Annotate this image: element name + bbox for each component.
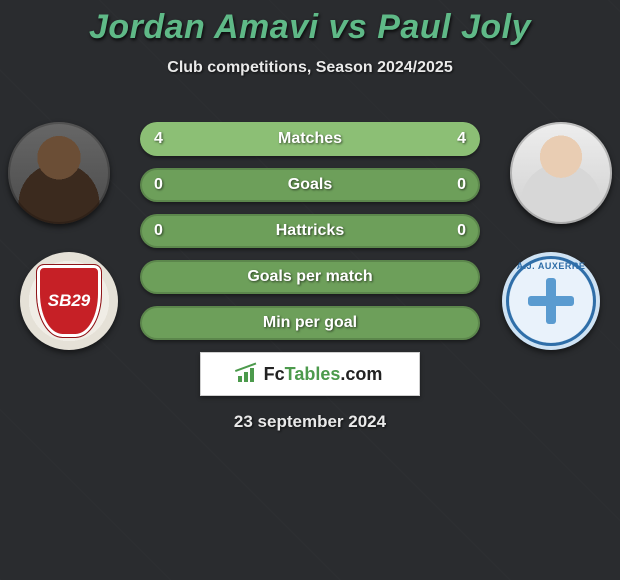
- stat-label: Hattricks: [140, 214, 480, 248]
- stat-label: Goals per match: [140, 260, 480, 294]
- club-left-crest-text: SB29: [48, 291, 91, 311]
- club-right-crest-text: A.J. AUXERRE: [509, 261, 593, 271]
- player-left-avatar: [8, 122, 110, 224]
- stat-row: 44Matches: [140, 122, 480, 156]
- club-left-crest: SB29: [20, 252, 118, 350]
- stat-label: Min per goal: [140, 306, 480, 340]
- stat-label: Matches: [140, 122, 480, 156]
- logo-part-tables: Tables: [285, 364, 341, 384]
- club-left-crest-shield: SB29: [36, 264, 102, 338]
- club-left-crest-bg: SB29: [20, 252, 118, 350]
- stat-row: 00Hattricks: [140, 214, 480, 248]
- page-title: Jordan Amavi vs Paul Joly: [0, 0, 620, 47]
- stat-row: Min per goal: [140, 306, 480, 340]
- logo-part-com: .com: [340, 364, 382, 384]
- club-right-crest: A.J. AUXERRE: [502, 252, 600, 350]
- comparison-date: 23 september 2024: [0, 412, 620, 432]
- fctables-chart-icon: [238, 366, 258, 382]
- stat-row: 00Goals: [140, 168, 480, 202]
- stat-label: Goals: [140, 168, 480, 202]
- page-subtitle: Club competitions, Season 2024/2025: [0, 59, 620, 77]
- source-logo-box: FcTables.com: [200, 352, 420, 396]
- logo-part-fc: Fc: [264, 364, 285, 384]
- player-right-avatar: [510, 122, 612, 224]
- stat-row: Goals per match: [140, 260, 480, 294]
- club-right-crest-bg: A.J. AUXERRE: [502, 252, 600, 350]
- club-right-crest-cross-icon: [524, 274, 578, 328]
- stat-rows: 44Matches 00Goals 00Hattricks Goals per mat…: [140, 122, 480, 352]
- club-right-crest-ring: A.J. AUXERRE: [506, 256, 596, 346]
- fctables-logo-text: FcTables.com: [264, 364, 383, 385]
